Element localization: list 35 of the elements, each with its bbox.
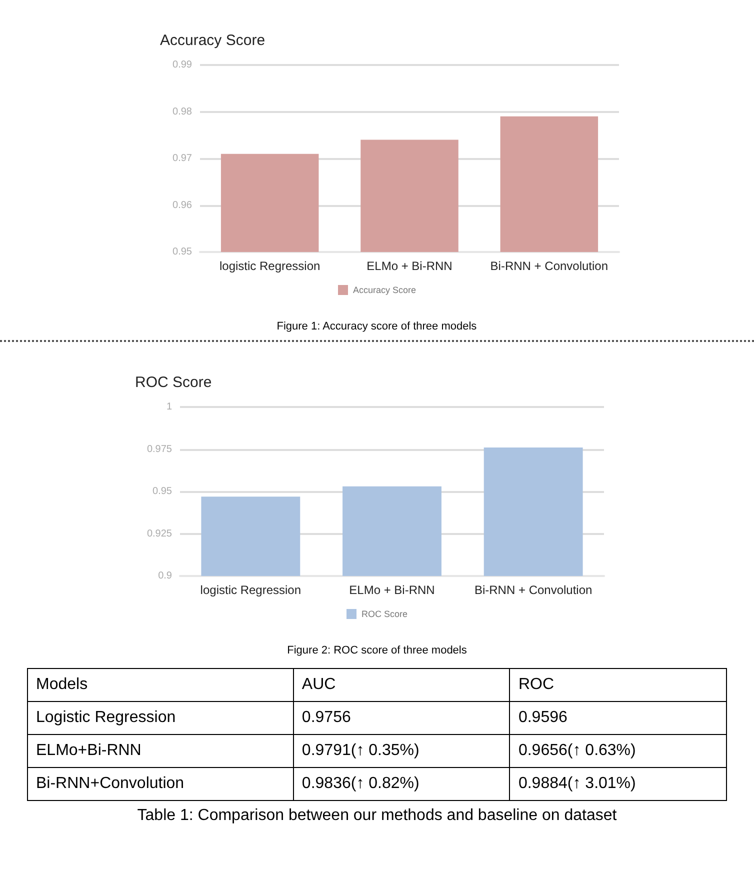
- text: 0.9596: [510, 702, 726, 734]
- y-tick-label: 0.925: [146, 528, 172, 540]
- text: Bi-RNN+Convolution: [28, 768, 294, 800]
- x-tick-label: Bi-RNN + Convolution: [474, 583, 592, 597]
- text: 0.9836(↑ 0.82%): [293, 768, 510, 800]
- y-tick-label: 0.96: [172, 200, 192, 211]
- caption: Table 1: Comparison between our methods and baseline on dataset: [136, 807, 618, 825]
- y-tick-label: 0.95: [172, 246, 192, 258]
- y-tick-label: 0.97: [172, 153, 192, 164]
- text: 0.9756: [293, 702, 510, 734]
- x-tick-label: ELMo + Bi-RNN: [366, 259, 452, 273]
- x-tick-label: logistic Regression: [219, 259, 320, 273]
- text: ELMo+Bi-RNN: [28, 734, 294, 768]
- y-tick-label: 1: [166, 402, 172, 412]
- text: 0.9791(↑ 0.35%): [293, 734, 510, 768]
- text: Models: [28, 668, 294, 702]
- y-tick-label: 0.9: [158, 570, 172, 582]
- caption: Figure 2: ROC score of three models: [287, 644, 468, 656]
- text: 0.9656(↑ 0.63%): [510, 734, 726, 768]
- y-tick-label: 0.99: [172, 60, 192, 70]
- caption: Figure 1: Accuracy score of three models: [276, 320, 478, 332]
- text: 0.9884(↑ 3.01%): [510, 768, 726, 800]
- chart-title: Accuracy Score: [160, 32, 266, 49]
- x-tick-label: Bi-RNN + Convolution: [490, 259, 608, 273]
- chart-title: ROC Score: [135, 374, 212, 391]
- y-tick-label: 0.975: [146, 444, 172, 455]
- text: ROC: [510, 668, 726, 702]
- text: Logistic Regression: [28, 702, 294, 734]
- legend-label: Accuracy Score: [352, 285, 416, 295]
- y-tick-label: 0.95: [152, 486, 172, 497]
- text: AUC: [293, 668, 510, 702]
- x-tick-label: ELMo + Bi-RNN: [349, 583, 435, 597]
- legend-label: ROC Score: [361, 609, 408, 619]
- y-tick-label: 0.98: [172, 106, 192, 118]
- x-tick-label: logistic Regression: [200, 583, 302, 597]
